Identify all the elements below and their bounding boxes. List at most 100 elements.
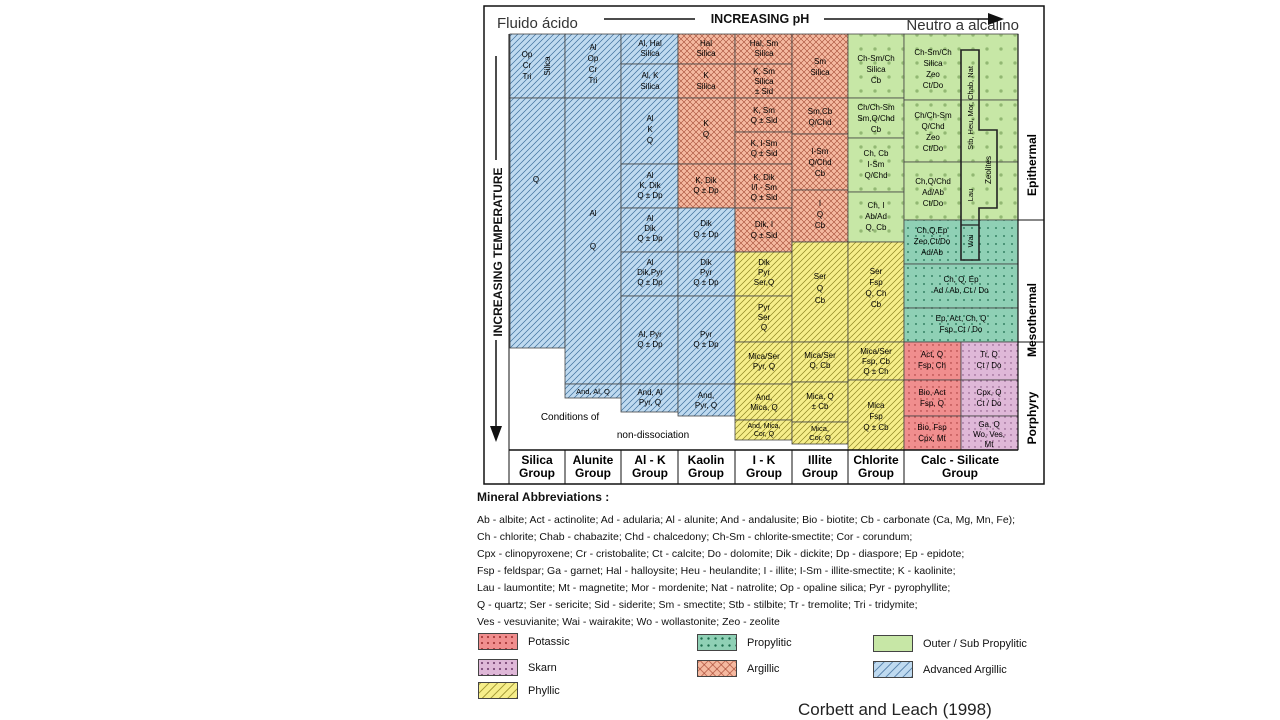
ik-label: Q ± Sid — [751, 116, 778, 125]
group-kaolin: Kaolin — [688, 453, 725, 467]
kaolin-label: K — [703, 71, 709, 80]
group-kaolin: Group — [688, 466, 724, 480]
calc-label: Fsp, Q — [920, 399, 944, 408]
chlorite-label: Cb — [871, 125, 882, 134]
illite-label: ± Cb — [812, 402, 829, 411]
legend-label: Potassic — [528, 635, 570, 648]
alk-label: Silica — [640, 82, 660, 91]
silica-cell-opal — [509, 33, 566, 99]
legend-propylitic: Propylitic — [697, 634, 792, 651]
calc-label: Cpx, Q — [977, 388, 1002, 397]
chlorite-label: Ch-Sm/Ch — [857, 54, 894, 63]
calc-label: Ga, Q — [978, 420, 999, 429]
ik-label: And, — [756, 393, 772, 402]
outer-propylitic-swatch — [873, 635, 913, 652]
alk-label: Q ± Dp — [637, 278, 663, 287]
conditions-label: Conditions of — [541, 412, 600, 423]
illite-label: I-Sm — [812, 147, 829, 156]
illite-label: Q, Cb — [810, 361, 831, 370]
chlorite-label: Ab/Ad — [865, 212, 887, 221]
header-ph-label: INCREASING pH — [711, 12, 810, 26]
temp-axis-label: INCREASING TEMPERATURE — [491, 167, 505, 336]
calc-label: Ch/Ch-Sm — [914, 111, 952, 120]
group-ik: I - K — [753, 453, 776, 467]
alk-label: Q ± Dp — [637, 234, 663, 243]
zone-epithermal: Epithermal — [1025, 134, 1039, 196]
illite-label: Q — [817, 210, 823, 219]
legend-argillic: Argillic — [697, 660, 779, 677]
illite-label: Mica, Q — [806, 392, 834, 401]
kaolin-label: Silica — [696, 49, 716, 58]
silica-label: Q — [533, 175, 539, 184]
ik-label: ± Sid — [755, 87, 773, 96]
abbreviation-line: Lau - laumontite; Mt - magnetite; Mor - … — [477, 582, 951, 594]
alk-label: Dik,Pyr — [637, 268, 663, 277]
calc-label: Zeo,Ct/Do — [914, 237, 951, 246]
calc-label: Bio, Act — [918, 388, 946, 397]
temp-arrowhead — [490, 426, 502, 442]
legend-outer-propylitic: Outer / Sub Propylitic — [873, 635, 1027, 652]
group-alk: Group — [632, 466, 668, 480]
illite-column — [791, 33, 849, 445]
calc-label: Ep, Act, Ch, Q — [936, 314, 987, 323]
kaolin-label: Silica — [696, 82, 716, 91]
silica-label: Cr — [523, 61, 532, 70]
alk-label: K — [647, 125, 653, 134]
ik-label: Silica — [754, 49, 774, 58]
abbreviations-title: Mineral Abbreviations : — [477, 490, 610, 504]
legend-potassic: Potassic — [478, 633, 570, 650]
abbreviation-line: Ab - albite; Act - actinolite; Ad - adul… — [477, 514, 1016, 526]
kaolin-label: And, — [698, 391, 714, 400]
abbreviation-line: Ch - chlorite; Chab - chabazite; Chd - c… — [477, 531, 913, 543]
kaolin-label: Pyr, Q — [695, 401, 717, 410]
skarn-swatch — [478, 659, 518, 676]
zeolite-outline — [960, 49, 998, 261]
legend-label: Advanced Argillic — [923, 663, 1007, 676]
calc-label: Ct/Do — [923, 199, 944, 208]
illite-label: Q — [817, 284, 823, 293]
group-alunite: Group — [575, 466, 611, 480]
calc-label: Act, Q — [921, 350, 943, 359]
kaolin-column — [677, 33, 736, 417]
zeolite-label: Stb, Heu, Mor, Chab, Nat — [966, 65, 975, 150]
alk-label: Silica — [640, 49, 660, 58]
chlorite-label: Ser — [870, 267, 883, 276]
ik-label: Q ± Sid — [751, 231, 778, 240]
alk-label: Al — [646, 214, 653, 223]
chlorite-label: Mica — [868, 401, 885, 410]
alk-label: Dik — [644, 224, 657, 233]
kaolin-label: Hal — [700, 39, 712, 48]
ik-label: Pyr — [758, 268, 770, 277]
alunite-label: Op — [588, 54, 599, 63]
chlorite-label: Fsp — [869, 278, 883, 287]
illite-label: Q/Chd — [808, 118, 831, 127]
group-ik: Group — [746, 466, 782, 480]
calc-label: Ct/Do — [923, 81, 944, 90]
calc-label: Fsp, Ct / Do — [940, 325, 983, 334]
group-calc-silicate: Group — [942, 466, 978, 480]
chlorite-label: Sm,Q/Chd — [857, 114, 894, 123]
kaolin-label: Q ± Dp — [693, 340, 719, 349]
silica-cell-quartz — [509, 97, 566, 349]
kaolin-label: K — [703, 119, 709, 128]
kaolin-label: Dik — [700, 258, 713, 267]
calc-label: Q/Chd — [921, 122, 944, 131]
illite-label: Cb — [815, 296, 826, 305]
illite-label: Ser — [814, 272, 827, 281]
phyllic-swatch — [478, 682, 518, 699]
chlorite-label: Fsp, Cb — [862, 357, 891, 366]
nondissociation-label: non-dissociation — [617, 430, 689, 441]
group-alunite: Alunite — [573, 453, 614, 467]
alunite-label: Al — [589, 209, 596, 218]
abbreviation-line: Ves - vesuvianite; Wai - wairakite; Wo -… — [477, 616, 780, 628]
calc-label: Zeo — [926, 70, 940, 79]
zone-porphyry: Porphyry — [1025, 391, 1039, 444]
ik-label: Dik — [758, 258, 771, 267]
calc-label: Silica — [923, 59, 943, 68]
calc-label: Ad / Ab, Ct / Do — [933, 286, 989, 295]
ph-arrowhead — [988, 13, 1004, 25]
calc-label: Ct / Do — [977, 361, 1002, 370]
zeolite-label: Wai — [966, 234, 975, 247]
legend-skarn: Skarn — [478, 659, 557, 676]
